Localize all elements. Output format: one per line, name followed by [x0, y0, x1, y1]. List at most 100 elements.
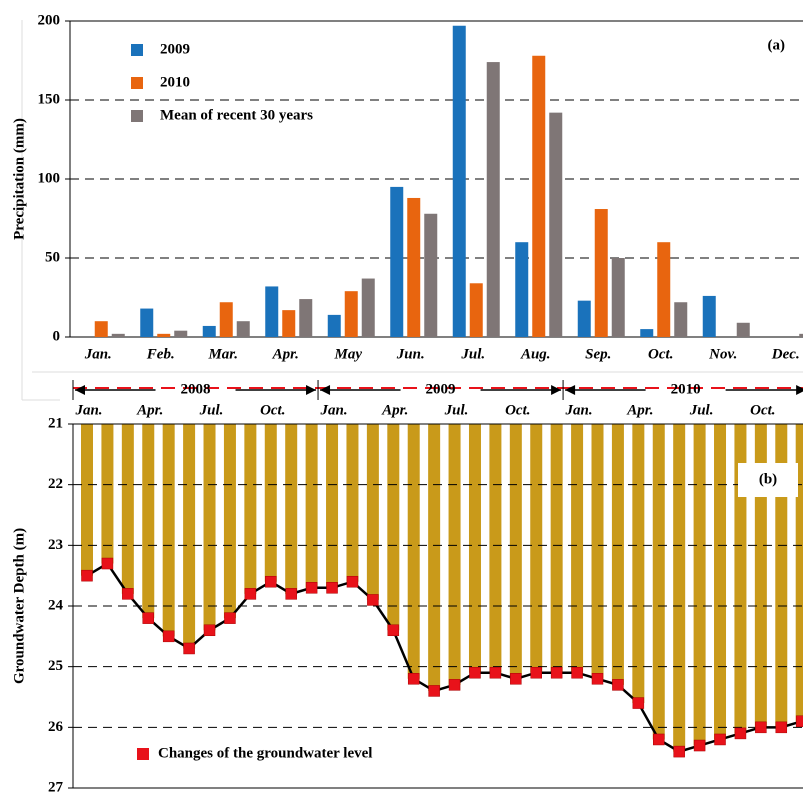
bar: [448, 424, 461, 685]
arrow-head: [75, 385, 85, 395]
marker: [346, 575, 359, 588]
bar: [140, 308, 154, 337]
x-tick-label: Oct.: [648, 346, 673, 362]
marker: [755, 721, 767, 734]
x-tick-label: Feb.: [146, 346, 175, 362]
x-tick-label: Apr.: [381, 402, 408, 418]
bar: [428, 424, 441, 691]
marker: [795, 715, 803, 728]
panel-label-box: [738, 463, 798, 497]
marker: [632, 697, 645, 709]
marker: [142, 612, 155, 624]
marker: [448, 679, 461, 691]
bar: [305, 424, 318, 588]
marker: [367, 594, 379, 606]
bar: [81, 424, 93, 576]
marker: [550, 666, 563, 679]
marker: [183, 642, 195, 655]
marker: [428, 685, 440, 697]
bar: [693, 424, 706, 746]
marker: [469, 666, 481, 679]
x-tick-label: Nov.: [708, 346, 737, 362]
legend-label: Mean of recent 30 years: [160, 107, 313, 123]
marker: [203, 624, 216, 637]
x-tick-label: Sep.: [585, 346, 611, 362]
year-label: 2008: [181, 381, 211, 397]
marker: [489, 666, 502, 679]
legend-label: Changes of the groundwater level: [158, 745, 372, 761]
year-label: 2009: [426, 381, 456, 397]
y-tick-label: 50: [45, 249, 60, 265]
x-tick-label: Apr.: [136, 402, 163, 418]
x-tick-label: Jul.: [199, 402, 224, 418]
bar: [736, 322, 750, 337]
bar: [407, 424, 420, 679]
panel-label: (a): [768, 37, 786, 53]
bar: [121, 424, 134, 594]
x-tick-label: Jul.: [460, 346, 485, 362]
marker: [387, 624, 400, 637]
bar: [549, 112, 563, 337]
arrow-head: [551, 385, 562, 395]
arrow-head: [306, 385, 317, 395]
bar: [157, 333, 171, 337]
bar: [468, 424, 481, 673]
marker: [224, 612, 236, 624]
bar: [366, 424, 379, 600]
y-tick-label: 21: [48, 415, 63, 431]
bar: [486, 62, 500, 338]
bar: [162, 424, 175, 637]
x-tick-label: Jan.: [74, 402, 102, 418]
bar: [142, 424, 155, 619]
bar: [702, 295, 716, 337]
legend-swatch: [131, 110, 143, 122]
arrow-head: [320, 385, 331, 395]
y-tick-label: 22: [48, 476, 63, 492]
x-tick-label: Jul.: [444, 402, 469, 418]
y-tick-label: 200: [38, 12, 61, 28]
bar: [489, 424, 502, 673]
bar: [754, 424, 767, 728]
year-label: 2010: [671, 381, 701, 397]
bar: [101, 424, 114, 564]
marker: [693, 739, 706, 752]
bar: [264, 424, 277, 582]
bar: [734, 424, 747, 734]
x-tick-label: Apr.: [272, 346, 299, 362]
marker: [734, 727, 747, 740]
arrow-head: [565, 385, 576, 395]
marker: [162, 630, 175, 643]
marker: [407, 673, 420, 685]
bar: [577, 300, 591, 337]
bar: [111, 333, 125, 337]
marker: [285, 588, 297, 600]
x-tick-label: Oct.: [750, 402, 775, 418]
bar: [632, 424, 645, 704]
bar: [611, 258, 625, 337]
x-tick-label: Jan.: [84, 346, 112, 362]
bar: [219, 302, 233, 337]
bar: [223, 424, 236, 619]
marker: [530, 666, 542, 679]
marker: [122, 588, 134, 600]
marker: [510, 673, 522, 685]
bar: [640, 329, 654, 337]
bar: [327, 314, 341, 337]
bar: [299, 299, 313, 337]
y-tick-label: 24: [48, 597, 64, 613]
marker: [326, 582, 338, 594]
panel-label: (b): [759, 471, 777, 487]
bar: [361, 278, 375, 337]
bar: [532, 55, 546, 337]
x-tick-label: May: [334, 346, 363, 362]
x-tick-label: Mar.: [207, 346, 238, 362]
marker: [101, 557, 114, 570]
y-tick-label: 150: [38, 91, 61, 107]
x-tick-label: Oct.: [505, 402, 530, 418]
bar: [202, 325, 216, 337]
bar: [591, 424, 604, 679]
marker: [673, 745, 685, 758]
bar: [387, 424, 400, 631]
bar: [452, 25, 466, 338]
